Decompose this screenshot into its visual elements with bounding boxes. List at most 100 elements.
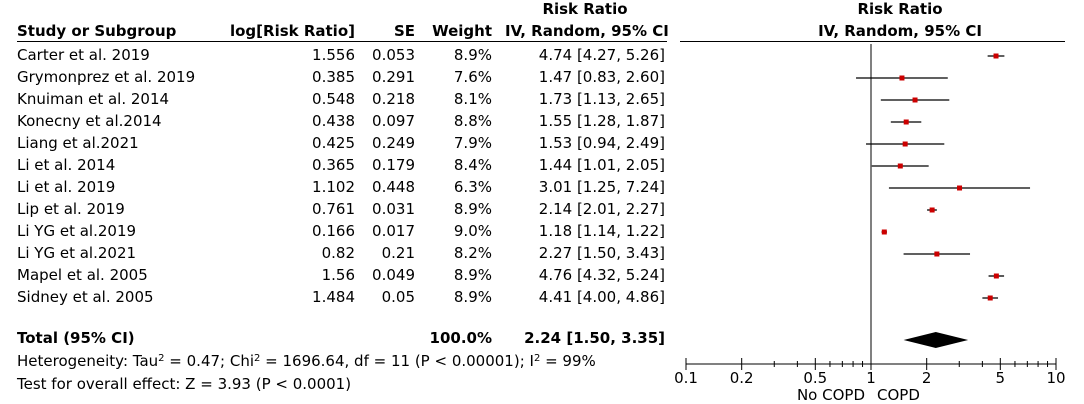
weight-value: 7.6% [453,68,492,86]
ci-value: 1.44 [1.01, 2.05] [538,156,665,174]
effect-marker [987,295,993,301]
log-rr-value: 0.166 [312,222,355,240]
x-axis-ticks: 0.1 0.2 0.5 1 2 5 10 No COPD COPD [674,358,1066,404]
se-value: 0.049 [372,266,415,284]
effect-marker [903,119,909,125]
log-rr-value: 1.56 [321,266,355,284]
forest-plot-marks [856,44,1031,364]
study-name: Li YG et al.2021 [17,244,137,262]
effect-marker [993,273,999,279]
effect-marker [897,163,903,169]
left-direction-label: No COPD [797,386,865,404]
effect-marker [934,251,940,257]
weight-value: 8.9% [453,46,492,64]
weight-value: 6.3% [453,178,492,196]
pooled-diamond [903,332,969,348]
weight-value: 8.8% [453,112,492,130]
total-label: Total (95% CI) [17,329,135,347]
weight-value: 8.2% [453,244,492,262]
weight-value: 8.1% [453,90,492,108]
se-value: 0.031 [372,200,415,218]
se-value: 0.218 [372,90,415,108]
weight-value: 8.9% [453,288,492,306]
weight-value: 8.9% [453,266,492,284]
ci-value: 1.53 [0.94, 2.49] [538,134,665,152]
x-axis-tick-label: 5 [996,369,1006,387]
log-rr-value: 0.438 [312,112,355,130]
weight-value: 8.4% [453,156,492,174]
log-rr-column-header: log[Risk Ratio] [229,22,355,40]
ci-value: 3.01 [1.25, 7.24] [538,178,665,196]
ci-value: 1.47 [0.83, 2.60] [538,68,665,86]
study-name: Li YG et al.2019 [17,222,137,240]
effect-marker [929,207,935,213]
study-name: Carter et al. 2019 [17,46,150,64]
ci-value: 4.41 [4.00, 4.86] [538,288,665,306]
effect-marker [899,75,905,81]
effect-marker [957,185,963,191]
effect-marker [902,141,908,147]
log-rr-value: 0.425 [312,134,355,152]
plot-title: Risk Ratio [857,0,943,18]
study-name: Grymonprez et al. 2019 [17,68,196,86]
x-axis-tick-label: 2 [922,369,932,387]
ci-value: 1.18 [1.14, 1.22] [538,222,665,240]
study-name: Konecny et al.2014 [17,112,162,130]
effect-marker [993,53,999,59]
study-name: Li et al. 2019 [17,178,116,196]
se-value: 0.21 [381,244,415,262]
se-value: 0.097 [372,112,415,130]
weight-value: 7.9% [453,134,492,152]
se-value: 0.249 [372,134,415,152]
effect-marker [912,97,918,103]
se-value: 0.05 [381,288,415,306]
study-column-header: Study or Subgroup [17,22,177,40]
se-value: 0.017 [372,222,415,240]
weight-value: 8.9% [453,200,492,218]
ci-value: 2.27 [1.50, 3.43] [538,244,665,262]
x-axis-tick-label: 1 [866,369,876,387]
ci-value: 1.73 [1.13, 2.65] [538,90,665,108]
log-rr-value: 1.556 [312,46,355,64]
effect-marker [881,229,887,235]
se-value: 0.179 [372,156,415,174]
study-name: Li et al. 2014 [17,156,116,174]
study-name: Knuiman et al. 2014 [17,90,170,108]
x-axis-tick-label: 0.5 [803,369,827,387]
log-rr-value: 1.102 [312,178,355,196]
weight-column-header: Weight [432,22,492,40]
log-rr-value: 0.365 [312,156,355,174]
se-value: 0.291 [372,68,415,86]
rr-method-header: IV, Random, 95% CI [505,22,669,40]
header-rule-left [17,41,667,42]
study-name: Liang et al.2021 [17,134,139,152]
log-rr-value: 0.385 [312,68,355,86]
x-axis-tick-label: 0.1 [674,369,698,387]
log-rr-value: 0.82 [321,244,355,262]
x-axis-tick-label: 0.2 [730,369,754,387]
total-weight: 100.0% [429,329,492,347]
x-axis-tick-label: 10 [1046,369,1065,387]
ci-value: 1.55 [1.28, 1.87] [538,112,665,130]
ci-value: 4.76 [4.32, 5.24] [538,266,665,284]
total-ci: 2.24 [1.50, 3.35] [524,329,665,347]
ci-value: 2.14 [2.01, 2.27] [538,200,665,218]
study-name: Mapel et al. 2005 [17,266,148,284]
study-name: Lip et al. 2019 [17,200,125,218]
se-value: 0.053 [372,46,415,64]
heterogeneity-text: Heterogeneity: Tau2 = 0.47; Chi2 = 1696.… [17,352,596,370]
rr-column-title: Risk Ratio [542,0,628,18]
study-name: Sidney et al. 2005 [17,288,154,306]
plot-method-header: IV, Random, 95% CI [818,22,982,40]
ci-value: 4.74 [4.27, 5.26] [538,46,665,64]
se-column-header: SE [393,22,415,40]
right-direction-label: COPD [877,386,920,404]
overall-effect-text: Test for overall effect: Z = 3.93 (P < 0… [17,375,352,393]
log-rr-value: 0.548 [312,90,355,108]
se-value: 0.448 [372,178,415,196]
weight-value: 9.0% [453,222,492,240]
header-rule-right [680,41,1065,42]
log-rr-value: 1.484 [312,288,355,306]
log-rr-value: 0.761 [312,200,355,218]
